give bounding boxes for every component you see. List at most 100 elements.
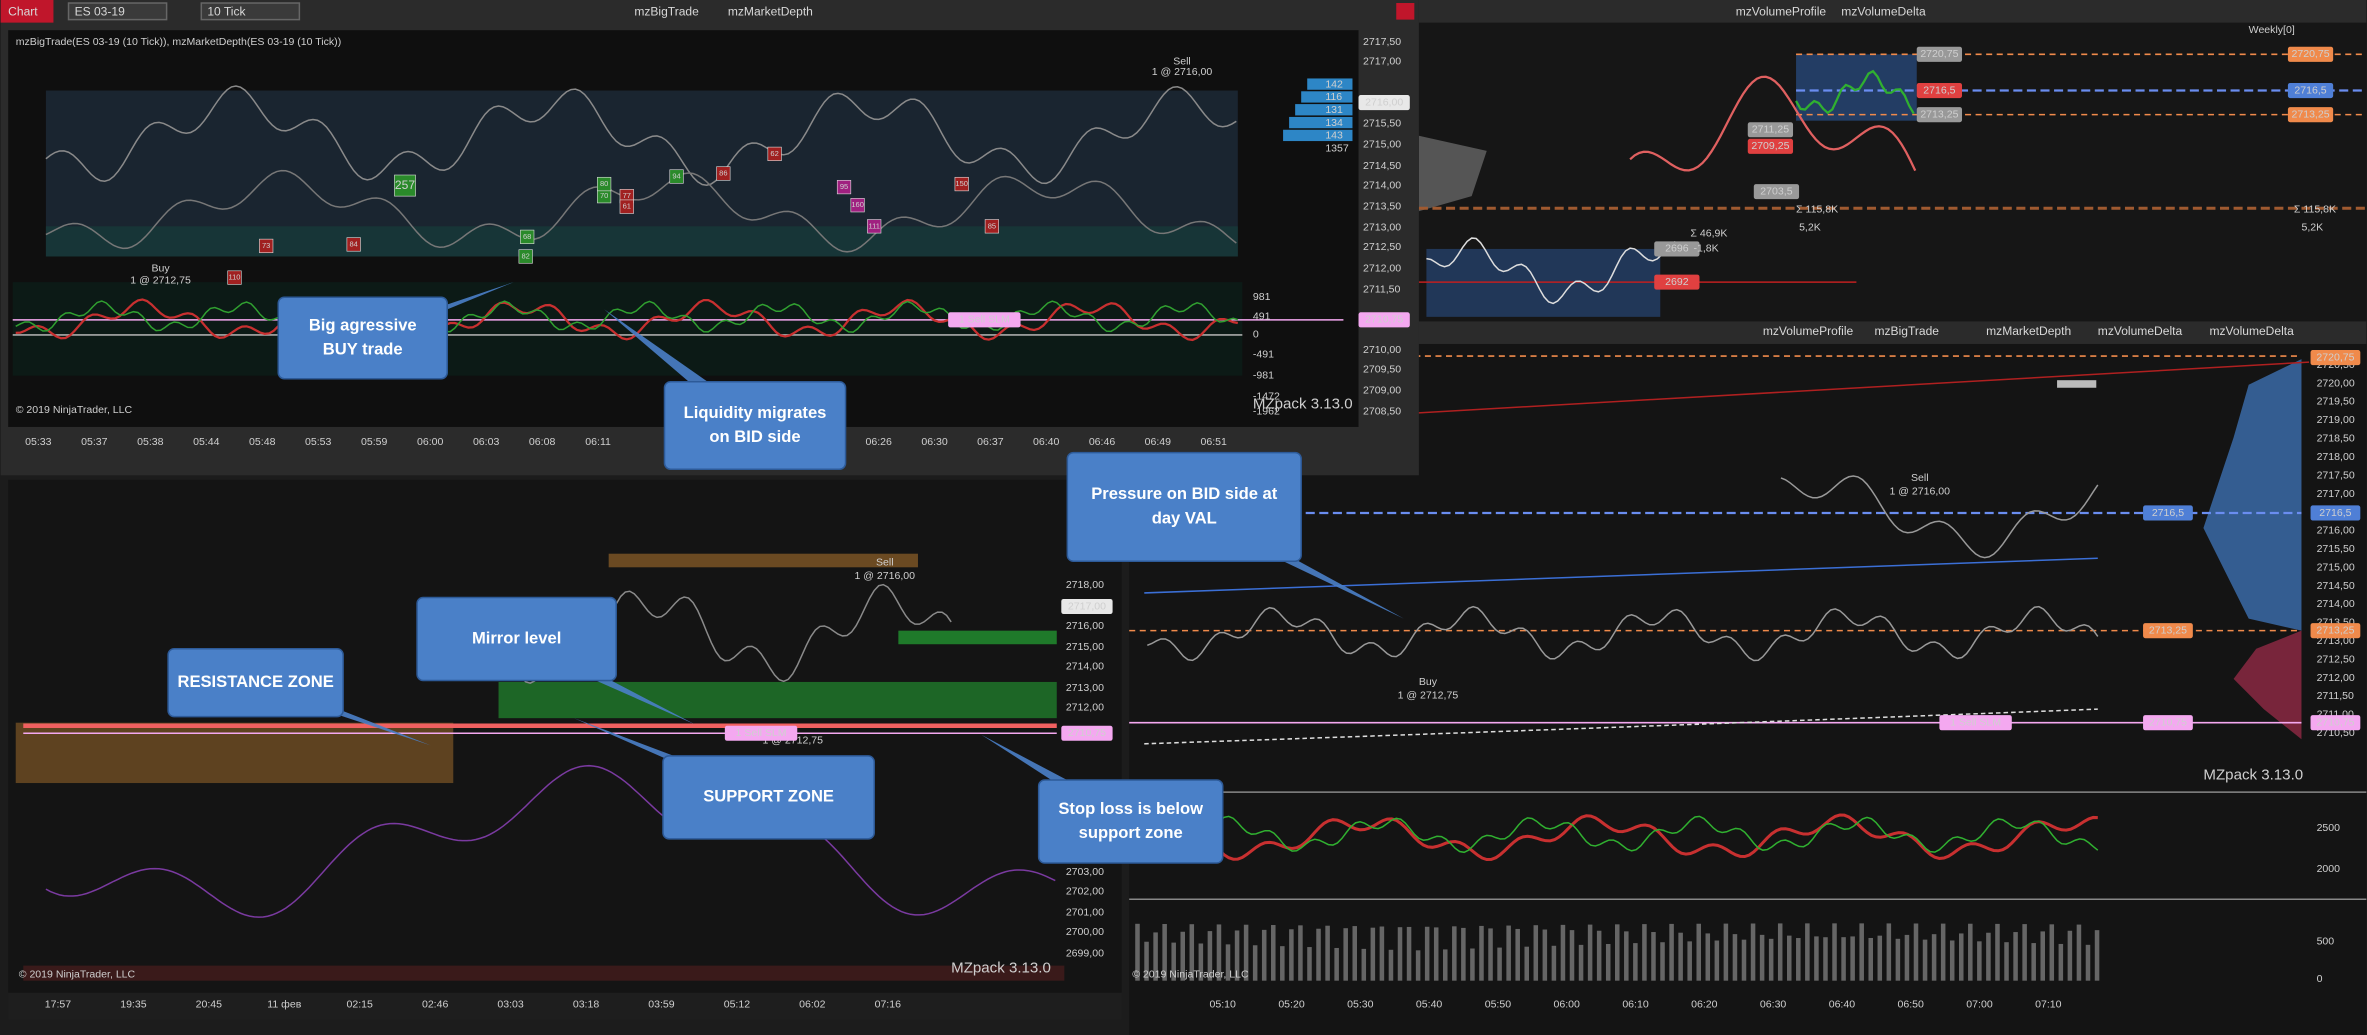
time-label: 06:08 [529, 436, 556, 448]
big-trade [259, 238, 274, 254]
time-label: 05:40 [1416, 999, 1443, 1011]
depth-size: 116 [1325, 91, 1342, 103]
chart-title: mzBigTrade(ES 03-19 (10 Tick)), mzMarket… [16, 36, 342, 48]
order-label: 1 Sell SLM [736, 727, 787, 739]
depth-heatmap [45, 226, 1238, 257]
interval-select[interactable] [200, 2, 301, 21]
volume-bar [1443, 949, 1448, 981]
volume-bar [1714, 940, 1720, 981]
indicator-tab[interactable]: mzVolumeProfile [1736, 4, 1827, 18]
price-box-bg [2310, 350, 2361, 366]
time-label: 05:38 [137, 436, 164, 448]
volume-bar [1705, 933, 1711, 981]
time-label: 11 фев [267, 999, 301, 1011]
indicator-tab[interactable]: mzMarketDepth [1986, 324, 2071, 338]
price-label: 2717,00 [2317, 488, 2355, 500]
copyright: © 2019 NinjaTrader, LLC [1132, 968, 1249, 980]
big-trade [954, 176, 969, 192]
volume-bar [1488, 928, 1493, 981]
callout-text: RESISTANCE ZONE [177, 672, 333, 691]
price-line [1780, 475, 2099, 559]
volume-bar [1515, 928, 1520, 981]
price-label: 2716,00 [1066, 620, 1104, 632]
volume-bar [1225, 944, 1231, 981]
volume-bar [1814, 936, 1819, 981]
volume-bar [1289, 929, 1294, 981]
callout [663, 380, 847, 470]
interval: 10 Tick [207, 4, 246, 18]
big-trade-size: 150 [955, 179, 968, 188]
level-box: 2696 [1665, 243, 1689, 255]
price-box-bg [2287, 46, 2334, 62]
depth-bar [1301, 91, 1353, 103]
price-label: 2717,50 [2317, 469, 2355, 481]
close-button[interactable] [1396, 3, 1415, 20]
volume-axis-label: 0 [2317, 973, 2323, 985]
big-trade-size: 111 [868, 221, 879, 230]
volume-bar [2058, 943, 2064, 981]
instrument-select[interactable] [67, 2, 168, 21]
callout-text: on BID side [709, 427, 800, 446]
stat: 5,2K [2301, 222, 2323, 234]
sell-fill: 1 @ 2716,00 [1152, 66, 1213, 78]
price-label: 2712,50 [1363, 241, 1401, 253]
stop-price-bg [1358, 312, 1410, 328]
watermark: MZpack 3.13.0 [2203, 766, 2303, 783]
price-box-bg [2287, 107, 2334, 123]
volume-bar [2004, 942, 2009, 981]
volume-bar [2031, 943, 2036, 981]
depth-axis-label: 0 [1253, 329, 1259, 341]
indicator-tab[interactable]: mzVolumeDelta [2098, 324, 2183, 338]
price-box: 2713,25 [2291, 108, 2329, 120]
depth-size: 143 [1325, 130, 1343, 142]
volume-bar [1207, 931, 1213, 981]
price-label: 2713,50 [1363, 200, 1401, 212]
big-trade [227, 270, 242, 285]
price-box: 2716,5 [2319, 507, 2351, 519]
big-trade [836, 179, 852, 195]
price-label: 2712,00 [1066, 701, 1104, 713]
time-label: 05:30 [1347, 999, 1374, 1011]
level-box: 2692 [1665, 276, 1689, 288]
price-line [45, 85, 1237, 187]
callout [662, 755, 875, 840]
buy-label: Buy [151, 262, 170, 274]
indicator-tab[interactable]: mzVolumeProfile [1763, 324, 1854, 338]
price-line [1795, 69, 1915, 115]
volume-bar [1406, 926, 1412, 981]
volume-bar [2076, 924, 2082, 981]
callout [277, 296, 448, 380]
volume-bar [1461, 927, 1466, 981]
time-label: 05:20 [1278, 999, 1305, 1011]
indicator-tab[interactable]: mzBigTrade [1875, 324, 1940, 338]
volume-bar [1786, 935, 1792, 981]
level-box-bg [1747, 138, 1794, 154]
indicator-tab[interactable]: mzBigTrade [634, 4, 699, 18]
current-price-bg [1358, 95, 1410, 111]
price-box: 2713,25 [2316, 624, 2354, 636]
indicator-tab[interactable]: mzVolumeDelta [2209, 324, 2294, 338]
big-trade [346, 237, 361, 252]
indicator-tab[interactable]: mzMarketDepth [728, 4, 813, 18]
price-label: 2718,50 [2317, 433, 2355, 445]
big-trade [520, 229, 535, 244]
profile-name: Weekly[0] [2249, 24, 2295, 36]
volume-bar [1560, 924, 1566, 981]
big-trade-size: 94 [672, 172, 680, 181]
price-box: 2720,75 [2316, 351, 2354, 363]
volume-bar [1940, 923, 1946, 981]
indicator-tab[interactable]: mzVolumeDelta [1841, 4, 1926, 18]
volume-bar [2085, 944, 2091, 981]
price-label: 2712,50 [2317, 653, 2355, 665]
time-axis [8, 992, 1122, 1020]
volume-bar [1433, 927, 1439, 981]
time-label: 05:50 [1485, 999, 1512, 1011]
time-label: 07:10 [2035, 999, 2062, 1011]
chart-button[interactable] [0, 0, 54, 23]
time-label: 03:03 [497, 999, 524, 1011]
big-trade-size: 86 [719, 168, 727, 177]
price-line [45, 764, 1056, 918]
volume-bar [1768, 938, 1774, 981]
big-trade [597, 176, 612, 192]
price-line [1147, 605, 2099, 662]
